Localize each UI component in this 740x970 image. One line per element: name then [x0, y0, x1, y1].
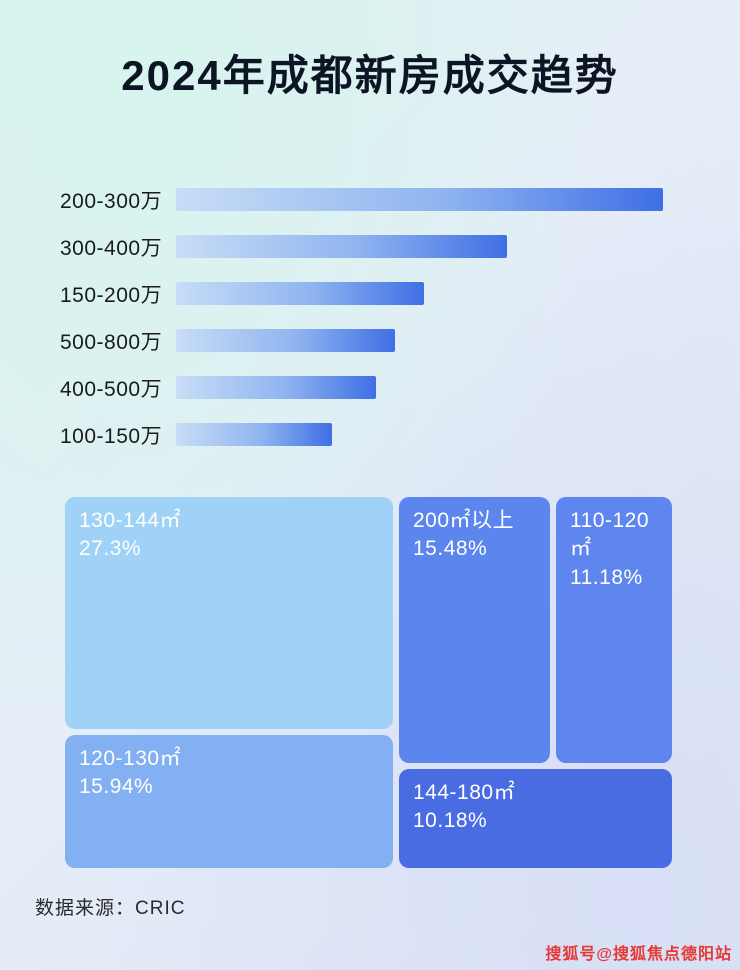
bar-track	[176, 423, 663, 446]
treemap-block-144-180: 144-180㎡ 10.18%	[399, 769, 672, 868]
bar-row: 500-800万	[60, 317, 680, 364]
bar-track	[176, 188, 663, 211]
treemap-block-value: 10.18%	[413, 809, 488, 833]
bar-category-label: 150-200万	[60, 283, 163, 307]
bar	[176, 235, 508, 258]
bar-row: 200-300万	[60, 176, 680, 223]
bar-category-label: 100-150万	[60, 424, 163, 448]
price-bar-chart: 200-300万 300-400万 150-200万 500-800万 400-…	[60, 176, 680, 458]
bar-row: 300-400万	[60, 223, 680, 270]
page-title: 2024年成都新房成交趋势	[121, 52, 619, 99]
bar-row: 400-500万	[60, 364, 680, 411]
bar-track	[176, 282, 663, 305]
bar-row: 100-150万	[60, 411, 680, 458]
bar	[176, 188, 663, 211]
bar-category-label: 200-300万	[60, 189, 163, 213]
bar	[176, 423, 332, 446]
treemap-block-110-120: 110-120㎡ 11.18%	[556, 497, 672, 763]
treemap-block-label: 120-130㎡	[79, 747, 182, 770]
bar-category-label: 500-800万	[60, 330, 163, 354]
bar-track	[176, 235, 663, 258]
treemap-block-value: 15.48%	[413, 537, 488, 561]
bar-category-label: 400-500万	[60, 377, 163, 401]
treemap-block-label: 110-120㎡	[570, 509, 650, 561]
watermark: 搜狐号@搜狐焦点德阳站	[545, 946, 732, 963]
bar-category-label: 300-400万	[60, 236, 163, 260]
treemap-block-130-144: 130-144㎡ 27.3%	[65, 497, 393, 729]
bar-track	[176, 329, 663, 352]
bar	[176, 376, 376, 399]
treemap-block-value: 27.3%	[79, 537, 142, 561]
bar-track	[176, 376, 663, 399]
bar	[176, 329, 396, 352]
treemap-block-120-130: 120-130㎡ 15.94%	[65, 735, 393, 868]
area-treemap: 130-144㎡ 27.3% 200㎡以上 15.48% 110-120㎡ 11…	[65, 497, 672, 868]
treemap-block-label: 200㎡以上	[413, 509, 515, 532]
treemap-block-200-plus: 200㎡以上 15.48%	[399, 497, 550, 763]
bar	[176, 282, 425, 305]
treemap-block-label: 144-180㎡	[413, 781, 516, 804]
bar-row: 150-200万	[60, 270, 680, 317]
data-source: 数据来源：CRIC	[35, 898, 186, 919]
treemap-block-value: 15.94%	[79, 775, 154, 799]
treemap-block-value: 11.18%	[570, 565, 643, 589]
treemap-block-label: 130-144㎡	[79, 509, 182, 532]
